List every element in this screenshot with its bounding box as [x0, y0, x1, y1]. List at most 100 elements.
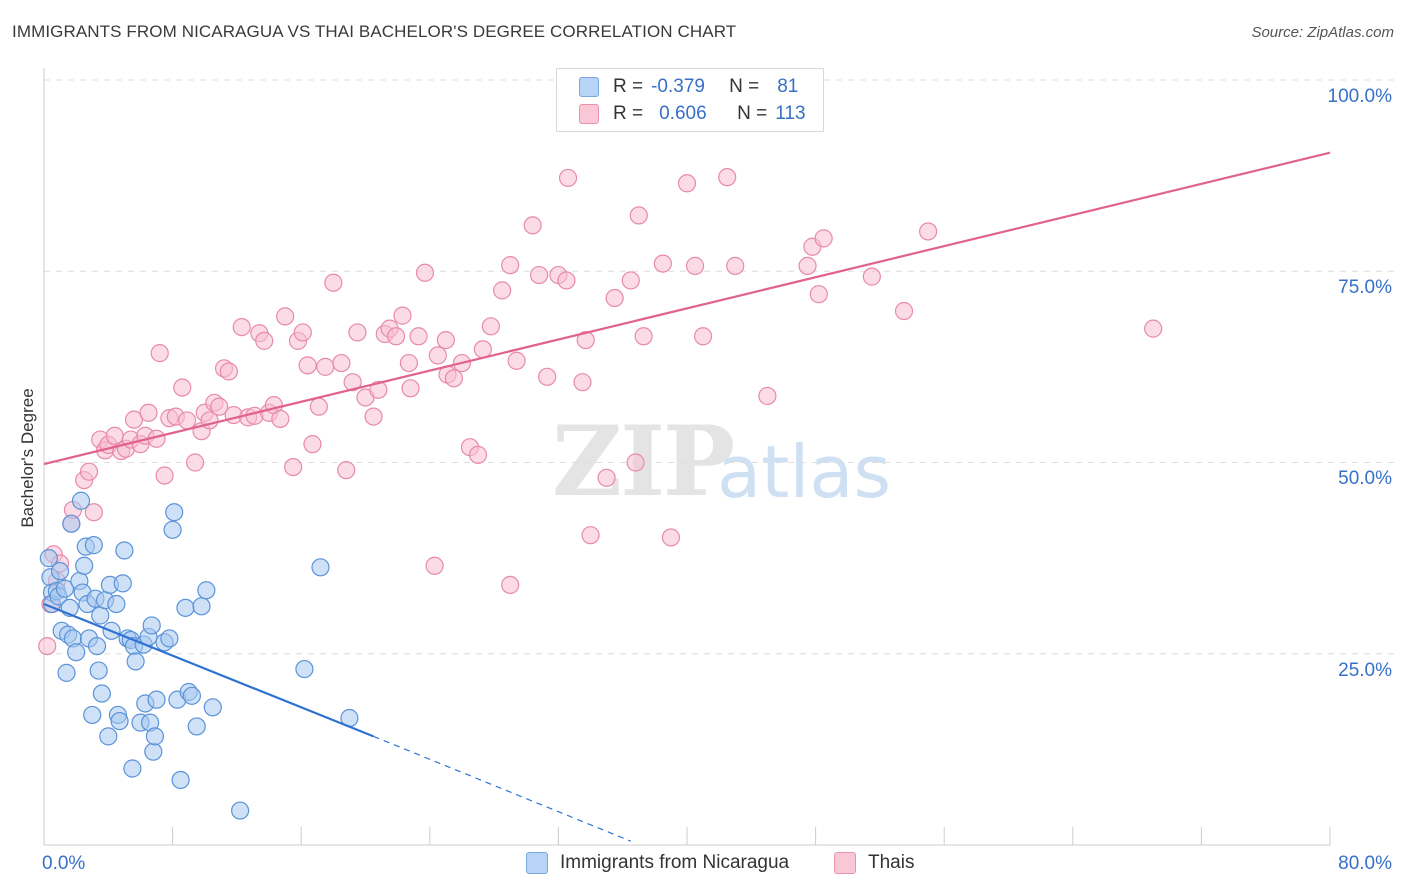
thais-point — [124, 410, 144, 429]
y-axis-title: Bachelor's Degree — [18, 388, 37, 528]
thais-point — [481, 317, 500, 336]
nicaragua-trend-extension — [373, 735, 631, 842]
bottom-legend: Immigrants from Nicaragua Thais — [0, 852, 1406, 878]
nicaragua-point — [110, 711, 129, 731]
thais-point — [255, 331, 274, 350]
nicaragua-point — [113, 574, 132, 593]
axes — [43, 68, 1331, 846]
nicaragua-trend-line — [43, 603, 374, 738]
thais-point — [501, 575, 520, 595]
thais-point — [428, 346, 447, 365]
thais-point — [232, 317, 251, 337]
nicaragua-point — [50, 562, 70, 581]
legend-n-label: N = — [729, 76, 760, 97]
thais-point — [634, 327, 653, 346]
thais-point — [332, 353, 351, 373]
chart-title: IMMIGRANTS FROM NICARAGUA VS THAI BACHEL… — [12, 22, 737, 41]
thais-point — [139, 403, 158, 422]
thais-point — [677, 174, 697, 193]
nicaragua-point — [160, 629, 179, 648]
bottom-legend-nicaragua[interactable]: Immigrants from Nicaragua — [526, 852, 789, 874]
thais-point — [629, 206, 648, 225]
thais-point — [444, 369, 464, 388]
nicaragua-points — [39, 491, 359, 820]
correlation-legend: R = -0.379 N = 81 R = 0.606 N = 113 — [556, 68, 824, 132]
legend-row-nicaragua: R = -0.379 N = 81 — [579, 75, 798, 99]
x-tick-min: 0.0% — [42, 853, 86, 874]
nicaragua-point — [107, 594, 126, 614]
nicaragua-point — [165, 503, 184, 522]
thais-point — [685, 256, 705, 275]
thais-point — [809, 285, 828, 304]
thais-point — [626, 453, 645, 472]
nicaragua-point — [57, 663, 76, 682]
thais-point — [271, 409, 290, 428]
thais-point — [605, 288, 624, 308]
nicaragua-point — [182, 686, 201, 705]
thais-point — [573, 373, 592, 392]
thais-point — [284, 457, 303, 477]
nicaragua-point — [75, 556, 94, 575]
thais-point — [576, 331, 595, 350]
thais-point — [538, 367, 557, 386]
legend-n-label: N = — [737, 103, 768, 124]
source-label: Source: ZipAtlas.com — [1251, 24, 1394, 41]
thais-point — [84, 503, 103, 522]
nicaragua-point — [176, 598, 195, 617]
nicaragua-point — [123, 759, 142, 778]
thais-point — [653, 254, 672, 273]
nicaragua-point — [203, 698, 222, 717]
thais-point — [337, 461, 356, 480]
legend-r-value: -0.379 — [651, 76, 705, 97]
thais-point — [501, 256, 520, 275]
nicaragua-point — [145, 727, 165, 746]
thais-point — [399, 353, 419, 373]
x-tick-max: 80.0% — [1338, 853, 1392, 874]
bottom-legend-label: Immigrants from Nicaragua — [560, 852, 790, 873]
legend-swatch-blue — [579, 77, 599, 97]
nicaragua-point — [67, 643, 86, 662]
nicaragua-point — [99, 727, 118, 746]
nicaragua-point — [171, 770, 190, 790]
legend-row-thais: R = 0.606 N = 113 — [579, 102, 806, 126]
thais-point — [415, 263, 435, 282]
thais-point — [523, 216, 542, 235]
nicaragua-point — [115, 541, 134, 560]
nicaragua-point — [295, 659, 314, 679]
nicaragua-point — [84, 536, 103, 555]
thais-point — [661, 528, 681, 547]
thais-point — [726, 256, 745, 275]
thais-point — [298, 356, 317, 375]
thais-point — [919, 222, 938, 241]
thais-point — [219, 362, 238, 381]
y-tick-50: 50.0% — [1338, 468, 1392, 489]
thais-point — [507, 351, 526, 370]
thais-point — [210, 397, 229, 416]
legend-r-label: R = — [613, 103, 644, 124]
bottom-legend-thais[interactable]: Thais — [834, 852, 914, 874]
thais-point — [155, 466, 174, 485]
thais-point — [309, 397, 328, 416]
thais-point — [436, 331, 455, 350]
nicaragua-point — [39, 549, 58, 568]
nicaragua-point — [62, 514, 81, 533]
thais-point — [581, 526, 600, 545]
y-tick-25: 25.0% — [1338, 660, 1392, 681]
thais-point — [401, 379, 420, 398]
nicaragua-point — [147, 690, 166, 709]
thais-point — [348, 323, 367, 342]
nicaragua-point — [163, 520, 182, 539]
thais-point — [343, 373, 362, 392]
legend-r-label: R = — [613, 76, 644, 97]
nicaragua-point — [55, 579, 74, 598]
thais-point — [798, 256, 817, 275]
legend-r-value: 0.606 — [659, 103, 707, 124]
thais-point — [293, 323, 312, 342]
thais-point — [150, 344, 169, 363]
nicaragua-point — [87, 636, 107, 656]
thais-point — [493, 281, 512, 300]
nicaragua-point — [187, 717, 206, 736]
nicaragua-point — [142, 616, 161, 635]
thais-point — [409, 327, 428, 346]
nicaragua-point — [144, 742, 163, 761]
